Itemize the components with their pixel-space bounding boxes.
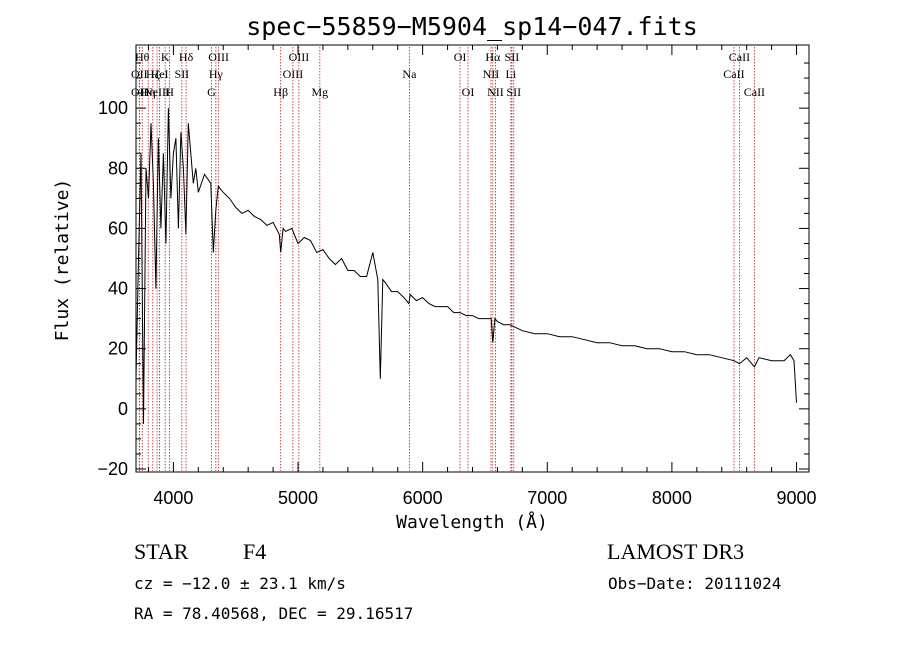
y-tick-label: 20 [108,339,128,359]
y-tick-label: 100 [98,98,128,118]
spectral-line-label: Hζ [146,67,160,81]
x-tick-label: 6000 [403,488,443,508]
y-axis-ticks: −20 0 20 40 60 80 100 [97,62,809,479]
spectral-line-label: G [207,85,216,99]
spectral-line-label: SII [175,67,190,81]
spectral-line-label: OII [131,67,148,81]
spectral-line-label: NII [487,85,504,99]
x-tick-label: 4000 [153,488,193,508]
spectral-line-label: Mg [311,85,328,99]
coordinates: RA = 78.40568, DEC = 29.16517 [134,604,413,623]
spectral-line-label: K [161,50,170,64]
spectral-line-label: OIII [289,50,310,64]
x-axis-label: Wavelength (Å) [396,511,548,533]
spectral-line-markers [138,47,755,471]
spectral-line-label: NeIII [144,85,170,99]
spectral-line-label: NII [483,67,500,81]
spectral-line-label: Hβ [273,85,288,99]
x-axis-ticks: 4000 5000 6000 7000 8000 9000 [147,45,817,508]
spectral-line-labels: OIIOIIHθHηHζNeIIIHeIKHSIIHδGHγOIIIHβOIII… [131,50,765,99]
spectral-line-label: H [165,85,174,99]
object-subclass: F4 [243,539,266,564]
spectral-line-label: OI [454,50,467,64]
y-tick-label: 0 [118,399,128,419]
spectral-line-label: Hθ [135,50,150,64]
spectral-line-label: Li [506,67,517,81]
plot-frame [135,44,810,473]
spectral-line-label: CaII [723,67,744,81]
y-tick-label: −20 [97,459,128,479]
y-axis-label: Flux (relative) [52,179,73,342]
spectral-line-label: OI [462,85,475,99]
survey-name: LAMOST DR3 [607,539,744,564]
x-tick-label: 9000 [777,488,817,508]
spectral-line-label: Hη [141,85,156,99]
x-tick-label: 8000 [652,488,692,508]
y-tick-label: 60 [108,218,128,238]
y-tick-label: 80 [108,158,128,178]
spectral-line-label: OIII [208,50,229,64]
spectral-line-label: OIII [283,67,304,81]
spectral-line-label: Hα [485,50,501,64]
y-tick-label: 40 [108,279,128,299]
spectral-line-label: OII [131,85,148,99]
chart-title: spec−55859−M5904_sp14−047.fits [246,12,698,41]
redshift-text: cz = −12.0 ± 23.1 km/s [134,574,346,593]
object-class: STAR [134,539,189,564]
spectral-line-label: Hδ [179,50,194,64]
x-tick-label: 5000 [278,488,318,508]
spectral-line-label: Hγ [209,67,224,81]
x-tick-label: 7000 [527,488,567,508]
spectral-line-label: SII [505,50,520,64]
spectral-line-label: CaII [729,50,750,64]
obs-date: Obs−Date: 20111024 [608,574,781,593]
spectral-line-label: SII [506,85,521,99]
spectral-line-label: CaII [744,85,765,99]
spectral-line-label: Na [402,67,417,81]
spectral-line-label: HeI [151,67,169,81]
flux-series-line [135,108,797,424]
